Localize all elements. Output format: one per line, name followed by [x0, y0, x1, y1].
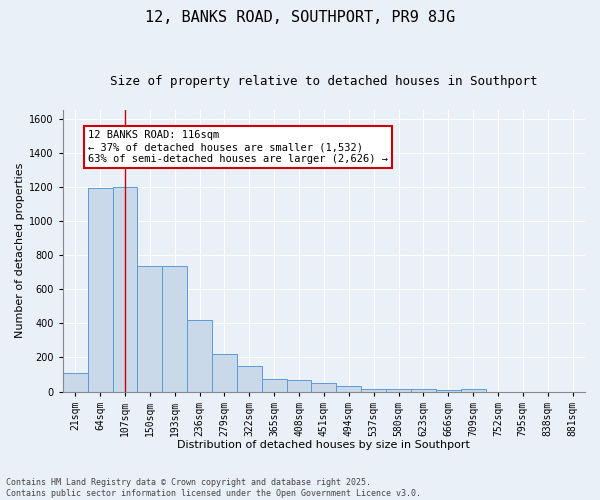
Bar [287, 380, 311, 392]
Bar [237, 366, 262, 392]
Bar [337, 386, 361, 392]
Bar [436, 390, 461, 392]
Bar [386, 390, 411, 392]
Bar [137, 266, 162, 392]
Text: 12 BANKS ROAD: 116sqm
← 37% of detached houses are smaller (1,532)
63% of semi-d: 12 BANKS ROAD: 116sqm ← 37% of detached … [88, 130, 388, 164]
Bar [212, 354, 237, 392]
Bar [311, 383, 337, 392]
Bar [88, 188, 113, 392]
Bar [187, 320, 212, 392]
Bar [461, 390, 485, 392]
Bar [411, 390, 436, 392]
Text: 12, BANKS ROAD, SOUTHPORT, PR9 8JG: 12, BANKS ROAD, SOUTHPORT, PR9 8JG [145, 10, 455, 25]
Bar [262, 379, 287, 392]
Y-axis label: Number of detached properties: Number of detached properties [15, 163, 25, 338]
Title: Size of property relative to detached houses in Southport: Size of property relative to detached ho… [110, 75, 538, 88]
Bar [162, 266, 187, 392]
Text: Contains HM Land Registry data © Crown copyright and database right 2025.
Contai: Contains HM Land Registry data © Crown c… [6, 478, 421, 498]
Bar [113, 187, 137, 392]
Bar [361, 388, 386, 392]
Bar [63, 373, 88, 392]
X-axis label: Distribution of detached houses by size in Southport: Distribution of detached houses by size … [178, 440, 470, 450]
